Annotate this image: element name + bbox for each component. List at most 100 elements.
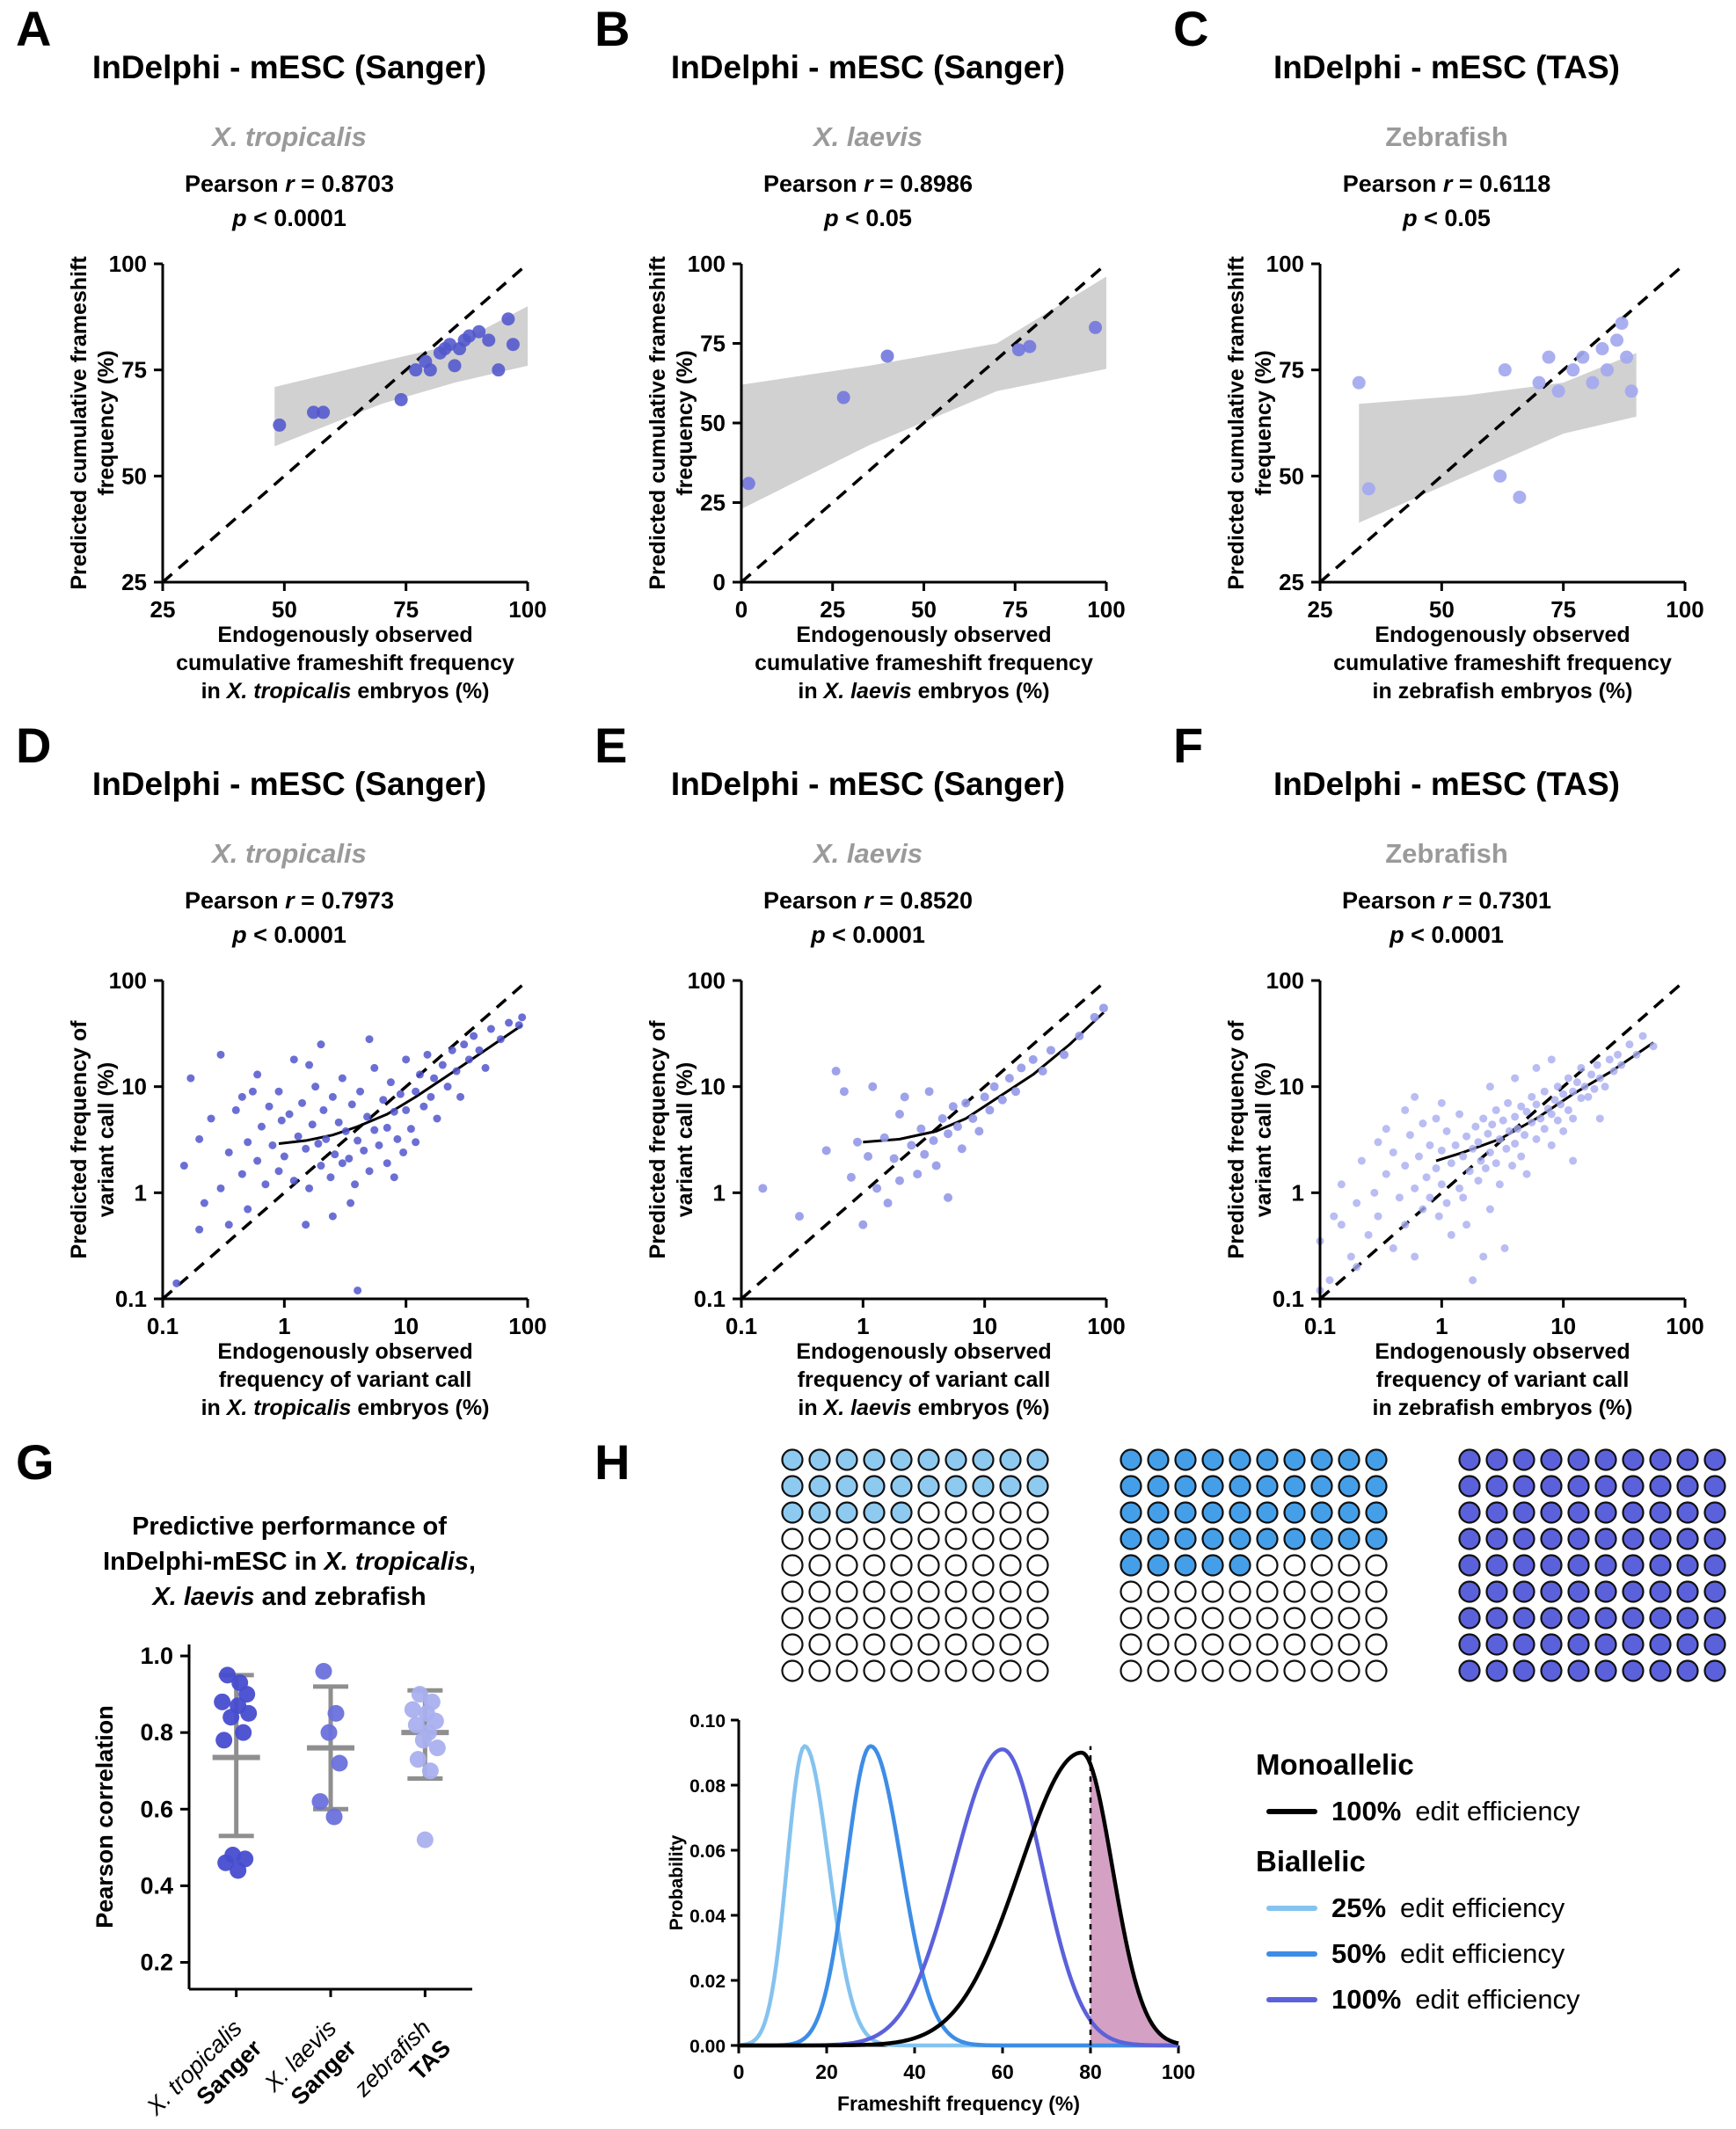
- legend-line-swatch: [1266, 1906, 1317, 1911]
- pictogram-grid-biallelic-25pct: [781, 1448, 1049, 1682]
- legend-line-swatch: [1266, 1997, 1317, 2002]
- panel-letter: C: [1173, 1, 1209, 56]
- svg-text:100: 100: [1087, 1313, 1125, 1339]
- panel-d: D InDelphi - mESC (Sanger) X. tropicalis…: [0, 717, 579, 1433]
- legend-text: edit efficiency: [1400, 1892, 1565, 1923]
- svg-text:10: 10: [700, 1074, 726, 1100]
- y-axis-label: Predicted frequency of: [1224, 1020, 1249, 1259]
- panel-letter: D: [16, 718, 52, 773]
- panel-b: B InDelphi - mESC (Sanger) X. laevis Pea…: [579, 0, 1157, 717]
- svg-text:75: 75: [393, 596, 419, 623]
- y-axis-label: variant call (%): [673, 1062, 697, 1217]
- svg-text:0.08: 0.08: [689, 1776, 726, 1797]
- svg-text:25: 25: [1308, 596, 1333, 623]
- category-label: zebrafishTAS: [348, 2015, 456, 2122]
- y-axis-label: frequency (%): [1251, 350, 1276, 495]
- pearson-stat: Pearson r = 0.7973: [185, 887, 394, 914]
- legend-percentage: 50%: [1331, 1938, 1387, 1969]
- p-value-stat: p < 0.0001: [232, 922, 346, 948]
- panel-title-line: InDelphi-mESC in X. tropicalis,: [103, 1548, 476, 1576]
- svg-text:0.2: 0.2: [140, 1950, 173, 1976]
- svg-text:50: 50: [700, 410, 726, 436]
- y-axis-label: Predicted cumulative frameshift: [1224, 256, 1249, 590]
- data-points: [172, 1013, 527, 1294]
- panel-h: H 0 20 40 60 80 100 0.00 0.02 0.04 0.06 0.08 0.10 Fr…: [579, 1433, 1736, 2129]
- svg-text:50: 50: [1279, 463, 1304, 489]
- panel-letter: G: [16, 1434, 55, 1490]
- pearson-stat: Pearson r = 0.7301: [1342, 887, 1551, 914]
- density-curve-biallelic-50: [739, 1744, 1178, 2048]
- svg-text:0.02: 0.02: [689, 1972, 726, 1992]
- pearson-stat: Pearson r = 0.8703: [185, 171, 394, 197]
- axes: [1311, 262, 1687, 591]
- panel-title: InDelphi - mESC (TAS): [1273, 49, 1620, 85]
- svg-text:50: 50: [121, 463, 147, 489]
- svg-text:75: 75: [700, 331, 726, 357]
- legend-entry: 50% edit efficiency: [1266, 1938, 1736, 1970]
- x-axis-label: in X. laevis embryos (%): [798, 679, 1049, 704]
- data-points: [1316, 1032, 1658, 1294]
- svg-text:100: 100: [1266, 967, 1304, 994]
- svg-text:1: 1: [278, 1313, 290, 1339]
- legend-percentage: 100%: [1331, 1984, 1402, 2015]
- pictogram-grid-biallelic-50pct: [1120, 1448, 1388, 1682]
- x-axis-label: Endogenously observed: [1375, 1339, 1630, 1364]
- data-points: [1352, 317, 1638, 504]
- y-axis-label: variant call (%): [94, 1062, 119, 1217]
- panel-title-line: X. laevis and zebrafish: [152, 1583, 427, 1611]
- data-points: [311, 1662, 348, 1826]
- x-axis-label: Endogenously observed: [217, 1339, 472, 1364]
- legend-entry: 25% edit efficiency: [1266, 1892, 1736, 1924]
- x-axis-label: in zebrafish embryos (%): [1373, 1396, 1633, 1420]
- scatter-plot: 25 50 75 100 25 50 75 100 Predicted cumulative f…: [1224, 251, 1704, 704]
- pearson-stat: Pearson r = 0.6118: [1342, 171, 1551, 197]
- confidence-band: [1359, 353, 1637, 523]
- svg-text:100: 100: [688, 967, 726, 994]
- svg-text:10: 10: [393, 1313, 419, 1339]
- svg-text:25: 25: [820, 596, 845, 623]
- legend-percentage: 100%: [1331, 1796, 1402, 1826]
- y-axis-label: Probability: [667, 1834, 687, 1930]
- svg-text:10: 10: [1279, 1074, 1304, 1100]
- scatter-plot: 0.1 1 10 100 0.1 1 10 100 Predicted frequency of…: [646, 967, 1126, 1420]
- scatter-plot: 0.1 1 10 100 0.1 1 10 100 Predicted frequency of…: [1224, 967, 1704, 1420]
- x-axis-label: in zebrafish embryos (%): [1373, 679, 1633, 704]
- identity-line: [740, 979, 1108, 1301]
- svg-text:0.10: 0.10: [689, 1711, 726, 1732]
- svg-text:1: 1: [1292, 1179, 1304, 1206]
- svg-text:0: 0: [735, 596, 748, 623]
- svg-text:0.1: 0.1: [147, 1313, 179, 1339]
- svg-text:0.00: 0.00: [689, 2037, 726, 2057]
- axes: [1311, 979, 1687, 1308]
- svg-text:100: 100: [508, 596, 546, 623]
- y-axis-label: frequency (%): [94, 350, 119, 495]
- svg-text:0.8: 0.8: [140, 1719, 173, 1746]
- svg-text:50: 50: [272, 596, 297, 623]
- svg-text:100: 100: [1162, 2060, 1195, 2083]
- axes: [154, 262, 529, 591]
- panel-g: G Predictive performance of InDelphi-mES…: [0, 1433, 579, 2129]
- svg-text:60: 60: [991, 2060, 1014, 2083]
- legend-text: edit efficiency: [1415, 1796, 1580, 1826]
- svg-text:10: 10: [1550, 1313, 1576, 1339]
- svg-text:100: 100: [109, 251, 147, 277]
- svg-text:80: 80: [1079, 2060, 1102, 2083]
- allele-pictogram-grids: [781, 1448, 1726, 1682]
- panel-letter: B: [594, 1, 631, 56]
- legend-line-swatch: [1266, 1809, 1317, 1814]
- panel-letter: A: [16, 1, 52, 56]
- svg-text:0.1: 0.1: [1304, 1313, 1336, 1339]
- pearson-stat: Pearson r = 0.8520: [763, 887, 973, 914]
- panel-subtitle: Zebrafish: [1385, 838, 1508, 869]
- legend-header: Monoallelic: [1256, 1748, 1414, 1781]
- svg-text:100: 100: [109, 967, 147, 994]
- svg-text:100: 100: [1087, 596, 1125, 623]
- data-points: [741, 320, 1103, 491]
- panel-a: A InDelphi - mESC (Sanger) X. tropicalis…: [0, 0, 579, 717]
- y-axis-label: Predicted frequency of: [67, 1020, 91, 1259]
- svg-text:40: 40: [903, 2060, 926, 2083]
- svg-text:100: 100: [1666, 1313, 1703, 1339]
- pearson-stat: Pearson r = 0.8986: [763, 171, 973, 197]
- y-axis-label: frequency (%): [673, 350, 697, 495]
- svg-text:75: 75: [1279, 357, 1304, 383]
